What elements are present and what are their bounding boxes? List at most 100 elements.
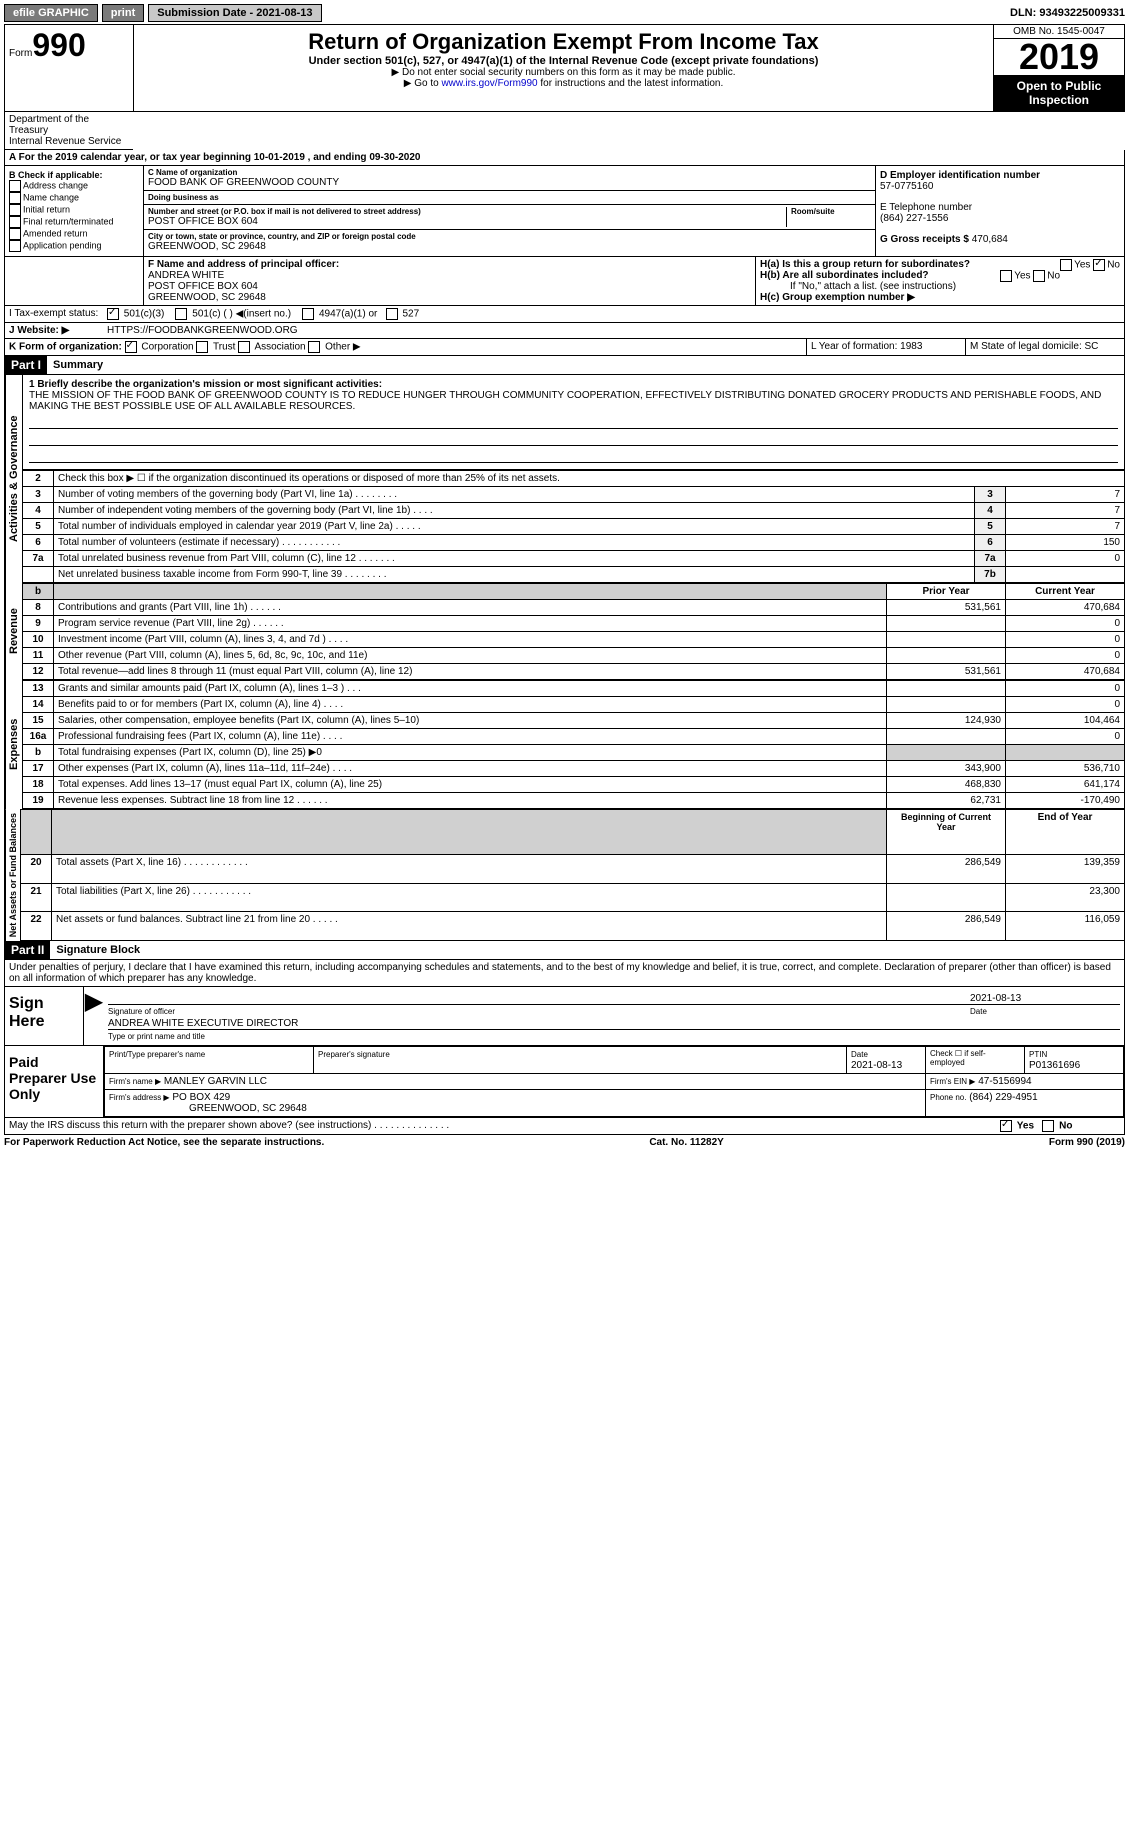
expenses-section: Expenses 13Grants and similar amounts pa… xyxy=(4,680,1125,809)
governance-section: Activities & Governance 1 Briefly descri… xyxy=(4,375,1125,583)
discuss-yes-no[interactable]: Yes No xyxy=(996,1118,1124,1134)
table-row: 8Contributions and grants (Part VIII, li… xyxy=(23,600,1125,616)
sign-here-label: Sign Here xyxy=(5,987,84,1045)
check-amended-return[interactable]: Amended return xyxy=(9,228,139,240)
tax-year: 2019 xyxy=(994,39,1124,75)
table-row: 15Salaries, other compensation, employee… xyxy=(23,713,1125,729)
tax-exempt-options: 501(c)(3) 501(c) ( ) ◀(insert no.) 4947(… xyxy=(103,306,1124,322)
table-row: 3Number of voting members of the governi… xyxy=(23,487,1125,503)
arrow-icon: ▶ xyxy=(84,987,104,1045)
part-1-header: Part I Summary xyxy=(4,356,1125,375)
firm-ein: 47-5156994 xyxy=(978,1076,1031,1087)
submission-date: Submission Date - 2021-08-13 xyxy=(148,4,321,22)
netassets-section: Net Assets or Fund Balances Beginning of… xyxy=(4,809,1125,941)
paid-preparer-section: Paid Preparer Use Only Print/Type prepar… xyxy=(4,1046,1125,1118)
revenue-table: bPrior YearCurrent Year 8Contributions a… xyxy=(22,583,1125,680)
table-row: 19Revenue less expenses. Subtract line 1… xyxy=(23,793,1125,809)
gross-receipts: G Gross receipts $ 470,684 xyxy=(880,234,1120,245)
form-number-box: Form990 xyxy=(5,25,134,111)
ein: 57-0775160 xyxy=(880,181,1120,192)
preparer-phone: (864) 229-4951 xyxy=(969,1092,1037,1103)
group-return-section: H(a) Is this a group return for subordin… xyxy=(756,257,1124,305)
revenue-section: Revenue bPrior YearCurrent Year 8Contrib… xyxy=(4,583,1125,680)
street-address: POST OFFICE BOX 604 xyxy=(148,216,786,227)
mission-text: THE MISSION OF THE FOOD BANK OF GREENWOO… xyxy=(29,390,1101,412)
table-row: 20Total assets (Part X, line 16) . . . .… xyxy=(21,854,1125,883)
entity-info-grid: B Check if applicable: Address change Na… xyxy=(4,166,1125,257)
officer-group-row: F Name and address of principal officer:… xyxy=(4,257,1125,306)
form-note-2: ▶ Go to www.irs.gov/Form990 for instruct… xyxy=(138,78,989,89)
column-b-checkboxes: B Check if applicable: Address change Na… xyxy=(5,166,144,256)
table-row: 13Grants and similar amounts paid (Part … xyxy=(23,681,1125,697)
top-bar: efile GRAPHIC print Submission Date - 20… xyxy=(4,4,1125,22)
table-row: 9Program service revenue (Part VIII, lin… xyxy=(23,616,1125,632)
table-row: 22Net assets or fund balances. Subtract … xyxy=(21,912,1125,941)
firm-name: MANLEY GARVIN LLC xyxy=(164,1076,267,1087)
footer: For Paperwork Reduction Act Notice, see … xyxy=(4,1135,1125,1150)
netassets-table: Beginning of Current YearEnd of Year 20T… xyxy=(20,809,1125,941)
part-2-header: Part II Signature Block xyxy=(4,941,1125,960)
form-of-organization: K Form of organization: Corporation Trus… xyxy=(5,339,806,355)
paperwork-notice: For Paperwork Reduction Act Notice, see … xyxy=(4,1137,324,1148)
dln-number: DLN: 93493225009331 xyxy=(1010,7,1125,19)
ptin: P01361696 xyxy=(1029,1060,1080,1071)
instructions-link[interactable]: www.irs.gov/Form990 xyxy=(441,78,537,89)
efile-badge: efile GRAPHIC xyxy=(4,4,98,22)
table-row: bTotal fundraising expenses (Part IX, co… xyxy=(23,745,1125,761)
form-number: 990 xyxy=(32,27,85,63)
column-c-org-info: C Name of organization FOOD BANK OF GREE… xyxy=(144,166,876,256)
title-box: Return of Organization Exempt From Incom… xyxy=(134,25,993,111)
form-org-row: K Form of organization: Corporation Trus… xyxy=(4,339,1125,356)
table-row: 7aTotal unrelated business revenue from … xyxy=(23,551,1125,567)
expenses-label: Expenses xyxy=(5,680,22,809)
table-row: 21Total liabilities (Part X, line 26) . … xyxy=(21,883,1125,912)
officer-name: ANDREA WHITE EXECUTIVE DIRECTOR xyxy=(108,1018,1120,1030)
table-row: 4Number of independent voting members of… xyxy=(23,503,1125,519)
year-box: OMB No. 1545-0047 2019 Open to Public In… xyxy=(993,25,1124,111)
governance-label: Activities & Governance xyxy=(5,375,22,583)
perjury-text: Under penalties of perjury, I declare th… xyxy=(4,960,1125,987)
tax-exempt-row: I Tax-exempt status: 501(c)(3) 501(c) ( … xyxy=(4,306,1125,323)
check-application-pending[interactable]: Application pending xyxy=(9,240,139,252)
cat-number: Cat. No. 11282Y xyxy=(649,1137,723,1148)
discuss-row: May the IRS discuss this return with the… xyxy=(4,1118,1125,1135)
check-initial-return[interactable]: Initial return xyxy=(9,204,139,216)
section-a-tax-year: A For the 2019 calendar year, or tax yea… xyxy=(4,150,1125,166)
form-subtitle: Under section 501(c), 527, or 4947(a)(1)… xyxy=(138,55,989,67)
governance-table: 2Check this box ▶ ☐ if the organization … xyxy=(22,470,1125,583)
check-name-change[interactable]: Name change xyxy=(9,192,139,204)
print-button[interactable]: print xyxy=(102,4,144,22)
state-domicile: M State of legal domicile: SC xyxy=(966,339,1124,355)
table-row: 17Other expenses (Part IX, column (A), l… xyxy=(23,761,1125,777)
table-row: 12Total revenue—add lines 8 through 11 (… xyxy=(23,664,1125,680)
table-row: 5Total number of individuals employed in… xyxy=(23,519,1125,535)
paid-preparer-label: Paid Preparer Use Only xyxy=(5,1046,104,1117)
firm-address: PO BOX 429 xyxy=(172,1092,230,1103)
form-header: Form990 Return of Organization Exempt Fr… xyxy=(4,24,1125,112)
check-address-change[interactable]: Address change xyxy=(9,180,139,192)
sign-date: 2021-08-13 xyxy=(970,993,1120,1005)
column-d-ein: D Employer identification number 57-0775… xyxy=(876,166,1124,256)
year-formation: L Year of formation: 1983 xyxy=(806,339,966,355)
table-row: 11Other revenue (Part VIII, column (A), … xyxy=(23,648,1125,664)
website-url[interactable]: HTTPS://FOODBANKGREENWOOD.ORG xyxy=(103,323,1124,338)
department-label: Department of the Treasury Internal Reve… xyxy=(4,112,133,150)
principal-officer: F Name and address of principal officer:… xyxy=(144,257,756,305)
expenses-table: 13Grants and similar amounts paid (Part … xyxy=(22,680,1125,809)
form-footer: Form 990 (2019) xyxy=(1049,1137,1125,1148)
phone: (864) 227-1556 xyxy=(880,213,1120,224)
check-final-return[interactable]: Final return/terminated xyxy=(9,216,139,228)
table-row: 6Total number of volunteers (estimate if… xyxy=(23,535,1125,551)
netassets-label: Net Assets or Fund Balances xyxy=(5,809,20,941)
org-name: FOOD BANK OF GREENWOOD COUNTY xyxy=(148,177,871,188)
sign-here-section: Sign Here ▶ Signature of officer 2021-08… xyxy=(4,987,1125,1046)
website-row: J Website: ▶ HTTPS://FOODBANKGREENWOOD.O… xyxy=(4,323,1125,339)
table-row: 16aProfessional fundraising fees (Part I… xyxy=(23,729,1125,745)
table-row: Net unrelated business taxable income fr… xyxy=(23,567,1125,583)
table-row: 18Total expenses. Add lines 13–17 (must … xyxy=(23,777,1125,793)
city-state-zip: GREENWOOD, SC 29648 xyxy=(148,241,871,252)
open-to-public: Open to Public Inspection xyxy=(994,75,1124,111)
revenue-label: Revenue xyxy=(5,583,22,680)
form-title: Return of Organization Exempt From Incom… xyxy=(138,29,989,55)
table-row: 10Investment income (Part VIII, column (… xyxy=(23,632,1125,648)
